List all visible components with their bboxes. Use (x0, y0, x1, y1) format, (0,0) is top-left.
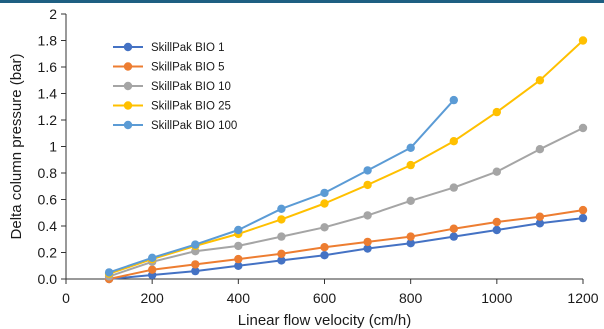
legend-item: SkillPak BIO 10 (113, 81, 231, 93)
data-point (492, 107, 501, 117)
data-point (406, 239, 415, 248)
data-point (320, 199, 329, 208)
data-point (449, 232, 458, 241)
legend-swatch-marker (123, 62, 133, 71)
legend-swatch-marker (123, 101, 133, 110)
data-point (234, 261, 243, 270)
series-group (104, 123, 588, 281)
legend-label: SkillPak BIO 10 (151, 81, 231, 93)
x-tick-label: 800 (399, 290, 423, 306)
data-point (578, 123, 588, 133)
data-point (406, 232, 415, 241)
data-point (234, 225, 243, 235)
data-point (148, 253, 157, 262)
data-point (234, 254, 243, 264)
y-tick-label: 2 (49, 6, 57, 22)
data-point (320, 243, 329, 252)
legend-item: SkillPak BIO 1 (113, 42, 225, 54)
legend-label: SkillPak BIO 100 (151, 120, 237, 132)
y-tick-label: 1.2 (38, 112, 58, 128)
chart-axes: 0.0 0.2 0.4 0.6 0.8 1 1.2 1.4 1.6 1.8 2 0 200 400 600 8… (38, 6, 599, 306)
data-point (277, 215, 286, 224)
data-point (277, 232, 286, 241)
data-point (363, 237, 372, 247)
series-layer (104, 36, 588, 284)
legend-label: SkillPak BIO 1 (151, 42, 225, 54)
data-point (104, 268, 114, 277)
legend-label: SkillPak BIO 5 (151, 62, 225, 74)
chart-legend: SkillPak BIO 1 SkillPak BIO 5 SkillPak BIO… (113, 42, 237, 132)
data-point (449, 95, 458, 105)
data-point (578, 36, 588, 45)
x-tick-label: 0 (62, 290, 70, 306)
data-point (492, 217, 501, 227)
x-tick-label: 600 (313, 290, 337, 306)
data-point (535, 212, 545, 221)
series-line (108, 209, 584, 280)
data-point (277, 249, 286, 258)
data-point (363, 166, 372, 175)
y-tick-label: 0.0 (38, 271, 58, 287)
data-point (449, 137, 458, 146)
series-line (109, 217, 584, 280)
data-point (535, 145, 545, 154)
data-point (191, 260, 200, 269)
y-tick-label: 0.2 (38, 245, 58, 261)
data-point (406, 196, 415, 205)
legend-label: SkillPak BIO 25 (151, 101, 231, 113)
data-point (320, 188, 329, 198)
y-tick-label: 1 (49, 139, 57, 155)
series-group (104, 213, 588, 284)
legend-item: SkillPak BIO 100 (113, 120, 237, 132)
x-tick-label: 200 (140, 290, 164, 306)
data-point (320, 251, 329, 260)
legend-swatch-marker (123, 120, 133, 130)
y-tick-label: 1.8 (38, 33, 58, 49)
data-point (363, 180, 372, 190)
x-tick-label: 1000 (481, 290, 512, 306)
series-line (108, 127, 584, 278)
data-point (449, 224, 458, 233)
x-tick-label: 400 (227, 290, 251, 306)
data-point (578, 205, 588, 215)
legend-item: SkillPak BIO 25 (113, 101, 231, 113)
legend-swatch-marker (123, 42, 133, 52)
data-point (320, 223, 329, 232)
x-axis-title: Linear flow velocity (cm/h) (238, 312, 411, 329)
data-point (492, 225, 501, 235)
y-tick-label: 0.8 (38, 165, 58, 181)
y-tick-label: 0.4 (38, 218, 58, 234)
data-point (449, 183, 458, 192)
data-point (406, 143, 415, 152)
data-point (363, 244, 372, 253)
data-point (363, 211, 372, 220)
data-point (535, 76, 545, 85)
data-point (578, 213, 588, 223)
y-axis-title: Delta column pressure (bar) (8, 54, 25, 240)
y-tick-label: 1.4 (38, 86, 58, 102)
y-tick-label: 0.6 (38, 192, 58, 208)
x-tick-label: 1200 (567, 290, 598, 306)
legend-item: SkillPak BIO 5 (113, 62, 225, 74)
series-group (104, 205, 588, 284)
data-point (148, 265, 157, 274)
top-accent-rule (0, 0, 604, 3)
data-point (277, 204, 286, 213)
series-line (108, 39, 584, 275)
data-point (535, 219, 545, 228)
data-point (406, 160, 415, 170)
series-group (104, 95, 458, 277)
y-tick-label: 1.6 (38, 59, 58, 75)
data-point (191, 266, 200, 276)
data-point (277, 256, 286, 265)
data-point (191, 240, 200, 249)
legend-swatch-marker (123, 81, 133, 91)
data-point (234, 241, 243, 251)
data-point (492, 167, 501, 176)
